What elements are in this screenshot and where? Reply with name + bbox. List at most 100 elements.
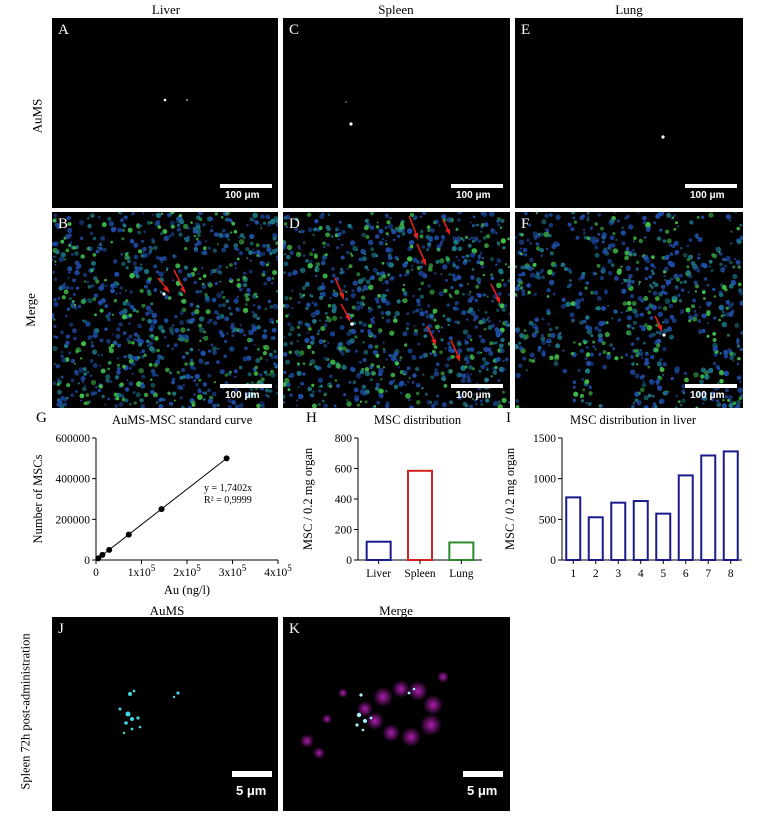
- panel-letter: K: [289, 621, 300, 637]
- scale-bar: [232, 771, 272, 777]
- chart-h-msc-distribution: 0 200 400 600 800 Liver Spleen Lung MSC / 0.2 mg…: [301, 433, 482, 580]
- x-tick-label: Spleen: [404, 568, 436, 580]
- chart-g-standard-curve: 0 200000 400000 600000 0 1x105 2x105 3x105 4x105…: [31, 433, 292, 597]
- panel-letter: A: [58, 22, 69, 38]
- column-title-spleen: Spleen: [378, 2, 414, 17]
- bar-6: [677, 474, 694, 562]
- panel-letter-h: H: [306, 410, 317, 426]
- scale-bar: [685, 184, 737, 188]
- scale-label: 100 μm: [456, 190, 491, 201]
- aums-signal: [661, 135, 665, 139]
- scale-label: 100 μm: [225, 190, 260, 201]
- scale-label: 100 μm: [690, 190, 725, 201]
- y-tick-label: 0: [346, 555, 352, 567]
- panel-letter: J: [58, 621, 64, 637]
- panel-letter-g: G: [36, 410, 47, 426]
- panel-j-aums-spleen-72h: J 5 μm: [52, 617, 278, 811]
- aums-signal: [345, 101, 353, 126]
- bar-lung: [448, 541, 475, 562]
- panel-a-liver-aums: A 100 μm: [52, 18, 278, 208]
- bar-liver: [365, 540, 392, 561]
- y-tick-label: 400: [335, 494, 353, 506]
- scale-label: 100 μm: [690, 390, 725, 401]
- bar-7: [700, 454, 717, 562]
- bar-3: [610, 501, 627, 562]
- scale-label: 5 μm: [236, 783, 267, 798]
- merge-tissue-image: [283, 212, 510, 408]
- data-point: [125, 531, 132, 538]
- bar-4: [632, 500, 649, 561]
- y-tick-label: 800: [335, 433, 353, 445]
- y-tick-label: 200: [335, 525, 353, 537]
- chart-i-title: MSC distribution in liver: [570, 413, 697, 427]
- data-point: [158, 506, 165, 513]
- scale-bar: [220, 384, 272, 388]
- merge-tissue-image: [515, 212, 743, 408]
- y-axis-label: MSC / 0.2 mg organ: [503, 447, 517, 550]
- data-point: [106, 546, 113, 553]
- scale-bar: [451, 384, 503, 388]
- scale-bar: [451, 184, 503, 188]
- data-point: [95, 555, 102, 562]
- x-tick-label: 6: [683, 568, 689, 580]
- panel-d-spleen-merge: D 100 μm: [283, 212, 510, 408]
- x-tick-label: 1: [570, 568, 576, 580]
- panel-b-liver-merge: B 100 μm: [52, 212, 278, 408]
- y-tick-label: 0: [84, 555, 90, 567]
- panel-letter: D: [289, 216, 300, 232]
- scale-label: 100 μm: [225, 390, 260, 401]
- row-label-spleen-72h: Spleen 72h post-administration: [18, 633, 33, 790]
- scale-bar: [220, 184, 272, 188]
- panel-letter: E: [521, 22, 531, 38]
- x-tick-label: 0: [93, 567, 99, 579]
- x-tick-label: 4x105: [264, 563, 292, 579]
- y-tick-label: 200000: [56, 514, 91, 526]
- x-tick-label: Liver: [366, 568, 391, 580]
- x-tick-label: 2: [593, 568, 599, 580]
- arrows-overlay: [157, 269, 186, 296]
- panel-letter-i: I: [506, 410, 511, 426]
- merge-magenta-cyan-signal: [300, 671, 449, 759]
- panel-f-lung-merge: F 100 μm: [515, 212, 743, 408]
- column-title-lung: Lung: [615, 2, 643, 17]
- y-tick-label: 600000: [56, 433, 91, 445]
- title-k-merge: Merge: [379, 603, 413, 618]
- aums-cyan-signal: [118, 689, 180, 735]
- title-j-aums: AuMS: [149, 603, 185, 618]
- x-tick-label: 2x105: [173, 563, 201, 579]
- y-tick-label: 400000: [56, 474, 91, 486]
- bar-8: [722, 450, 739, 562]
- chart-i-msc-distribution-liver: 0 500 1000 1500 1 2 3 4 5 6 7 8 MSC / 0.2 mg organ: [503, 433, 742, 580]
- x-tick-label: 4: [638, 568, 644, 580]
- aums-signal: [163, 98, 188, 102]
- panel-e-lung-aums: E 100 μm: [515, 18, 743, 208]
- y-tick-label: 600: [335, 464, 353, 476]
- row-label-aums: AuMS: [29, 98, 45, 134]
- panel-c-spleen-aums: C 100 μm: [283, 18, 510, 208]
- bar-2: [587, 516, 604, 562]
- chart-h-title: MSC distribution: [374, 413, 462, 427]
- y-axis-label: Number of MSCs: [31, 454, 45, 543]
- row-label-merge: Merge: [22, 293, 38, 327]
- chart-g-title: AuMS-MSC standard curve: [112, 413, 253, 427]
- x-tick-label: 8: [728, 568, 734, 580]
- bar-5: [655, 512, 672, 561]
- panel-letter: B: [58, 216, 69, 232]
- x-axis-label: Au (ng/l): [164, 583, 210, 597]
- scale-label: 5 μm: [467, 783, 498, 798]
- x-tick-label: 7: [705, 568, 711, 580]
- y-tick-label: 500: [539, 514, 557, 526]
- fit-equation: y = 1,7402x: [204, 483, 252, 494]
- y-tick-label: 1000: [533, 474, 556, 486]
- x-tick-label: Lung: [449, 568, 474, 580]
- x-tick-label: 5: [660, 568, 666, 580]
- scale-label: 100 μm: [456, 390, 491, 401]
- bar-spleen: [407, 469, 433, 561]
- column-title-liver: Liver: [151, 2, 181, 17]
- data-point: [99, 551, 106, 558]
- data-point: [223, 455, 230, 462]
- y-axis-label: MSC / 0.2 mg organ: [301, 447, 315, 550]
- scale-bar: [463, 771, 503, 777]
- x-tick-label: 3x105: [219, 563, 247, 579]
- bar-1: [565, 496, 582, 562]
